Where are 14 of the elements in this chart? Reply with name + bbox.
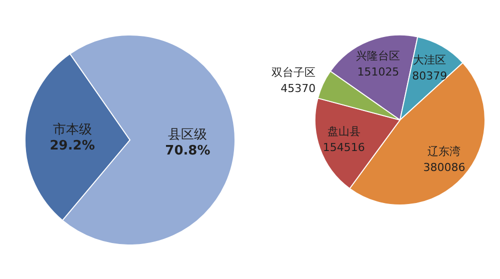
slice-label: 双台子区 bbox=[272, 66, 316, 79]
slice-label: 市本级 bbox=[52, 122, 92, 138]
slice-label: 兴隆台区 bbox=[356, 50, 400, 63]
slice-label: 辽东湾 bbox=[428, 144, 461, 158]
data-label: 380086 bbox=[423, 160, 466, 174]
data-label: 70.8% bbox=[165, 144, 210, 159]
data-label: 154516 bbox=[322, 140, 365, 154]
slice-label: 盘山县 bbox=[327, 124, 360, 138]
data-label: 80379 bbox=[412, 69, 448, 82]
data-label: 29.2% bbox=[50, 138, 95, 154]
slice-label: 大洼区 bbox=[413, 53, 446, 66]
data-label: 45370 bbox=[280, 82, 316, 95]
data-label: 151025 bbox=[357, 66, 400, 79]
slice-label: 县区级 bbox=[168, 128, 208, 143]
